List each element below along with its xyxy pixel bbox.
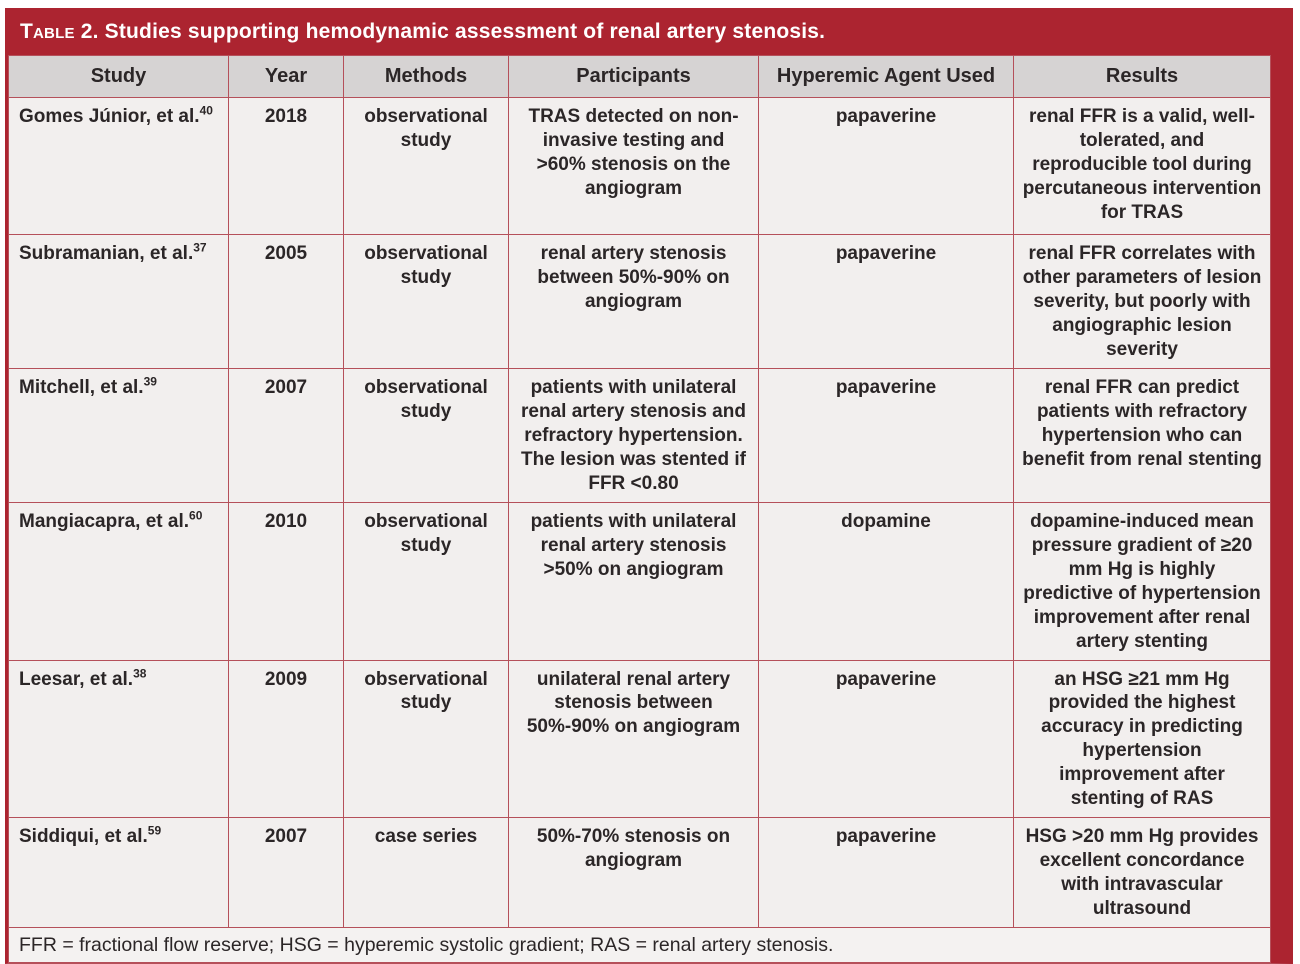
study-name: Leesar, et al. bbox=[19, 668, 134, 690]
cell-study: Subramanian, et al.37 bbox=[8, 234, 229, 369]
column-header-row: Study Year Methods Participants Hyperemi… bbox=[8, 54, 1271, 99]
cell-study: Mangiacapra, et al.60 bbox=[8, 501, 229, 661]
table-number-label: Table 2. bbox=[20, 19, 99, 43]
cell-methods: observational study bbox=[343, 367, 509, 503]
cell-results: renal FFR is a valid, well-tolerated, an… bbox=[1013, 97, 1271, 236]
table-title: Studies supporting hemodynamic assessmen… bbox=[104, 19, 826, 43]
cell-methods: observational study bbox=[343, 659, 509, 819]
column-header-participants: Participants bbox=[508, 54, 759, 99]
abbreviations-footnote: FFR = fractional flow reserve; HSG = hyp… bbox=[8, 926, 1271, 963]
cell-year: 2018 bbox=[228, 97, 344, 236]
cell-agent: papaverine bbox=[758, 659, 1014, 819]
study-name: Subramanian, et al. bbox=[19, 243, 194, 265]
cell-results: HSG >20 mm Hg provides excellent concord… bbox=[1013, 817, 1271, 928]
reference-superscript: 39 bbox=[143, 374, 157, 389]
cell-agent: papaverine bbox=[758, 234, 1014, 369]
cell-agent: papaverine bbox=[758, 367, 1014, 503]
studies-table: Study Year Methods Participants Hyperemi… bbox=[8, 54, 1271, 963]
reference-superscript: 38 bbox=[133, 666, 147, 681]
table-row: Subramanian, et al.37 2005 observational… bbox=[8, 234, 1271, 369]
table-row: Mitchell, et al.39 2007 observational st… bbox=[8, 367, 1271, 503]
cell-results: dopamine-induced mean pressure gradient … bbox=[1013, 501, 1271, 661]
cell-study: Leesar, et al.38 bbox=[8, 659, 229, 819]
cell-participants: 50%-70% stenosis on angiogram bbox=[508, 817, 759, 928]
cell-methods: case series bbox=[343, 817, 509, 928]
cell-results: renal FFR can predict patients with refr… bbox=[1013, 367, 1271, 503]
table-row: Mangiacapra, et al.60 2010 observational… bbox=[8, 501, 1271, 661]
cell-study: Siddiqui, et al.59 bbox=[8, 817, 229, 928]
column-header-year: Year bbox=[228, 54, 344, 99]
cell-agent: papaverine bbox=[758, 817, 1014, 928]
cell-year: 2005 bbox=[228, 234, 344, 369]
study-name: Gomes Júnior, et al. bbox=[19, 106, 200, 128]
cell-participants: patients with unilateral renal artery st… bbox=[508, 501, 759, 661]
column-header-hyperemic-agent: Hyperemic Agent Used bbox=[758, 54, 1014, 99]
footnote-row: FFR = fractional flow reserve; HSG = hyp… bbox=[8, 926, 1271, 963]
table-title-bar: Table 2. Studies supporting hemodynamic … bbox=[8, 8, 1271, 55]
cell-methods: observational study bbox=[343, 234, 509, 369]
clinical-studies-table: Table 2. Studies supporting hemodynamic … bbox=[5, 8, 1293, 964]
study-name: Siddiqui, et al. bbox=[19, 826, 148, 848]
study-name: Mangiacapra, et al. bbox=[19, 510, 190, 532]
reference-superscript: 40 bbox=[199, 103, 213, 118]
table-row: Leesar, et al.38 2009 observational stud… bbox=[8, 659, 1271, 819]
table-row: Siddiqui, et al.59 2007 case series 50%-… bbox=[8, 817, 1271, 928]
cell-agent: papaverine bbox=[758, 97, 1014, 236]
reference-superscript: 59 bbox=[147, 823, 162, 838]
table-row: Gomes Júnior, et al.40 2018 observationa… bbox=[8, 97, 1271, 236]
cell-participants: TRAS detected on non-invasive testing an… bbox=[508, 97, 759, 236]
cell-results: an HSG ≥21 mm Hg provid­ed the highest a… bbox=[1013, 659, 1271, 819]
cell-study: Gomes Júnior, et al.40 bbox=[8, 97, 229, 236]
study-name: Mitchell, et al. bbox=[19, 376, 144, 398]
cell-year: 2010 bbox=[228, 501, 344, 661]
column-header-study: Study bbox=[8, 54, 229, 99]
cell-participants: renal artery stenosis between 50%-90% on… bbox=[508, 234, 759, 369]
column-header-methods: Methods bbox=[343, 54, 509, 99]
cell-results: renal FFR correlates with other paramete… bbox=[1013, 234, 1271, 369]
cell-study: Mitchell, et al.39 bbox=[8, 367, 229, 503]
cell-year: 2007 bbox=[228, 367, 344, 503]
reference-superscript: 37 bbox=[193, 240, 207, 255]
cell-methods: observational study bbox=[343, 97, 509, 236]
cell-year: 2007 bbox=[228, 817, 344, 928]
cell-agent: dopamine bbox=[758, 501, 1014, 661]
cell-participants: patients with unilateral renal artery st… bbox=[508, 367, 759, 503]
cell-participants: unilateral renal artery stenosis between… bbox=[508, 659, 759, 819]
column-header-results: Results bbox=[1013, 54, 1271, 99]
cell-year: 2009 bbox=[228, 659, 344, 819]
cell-methods: observational study bbox=[343, 501, 509, 661]
reference-superscript: 60 bbox=[189, 508, 203, 523]
